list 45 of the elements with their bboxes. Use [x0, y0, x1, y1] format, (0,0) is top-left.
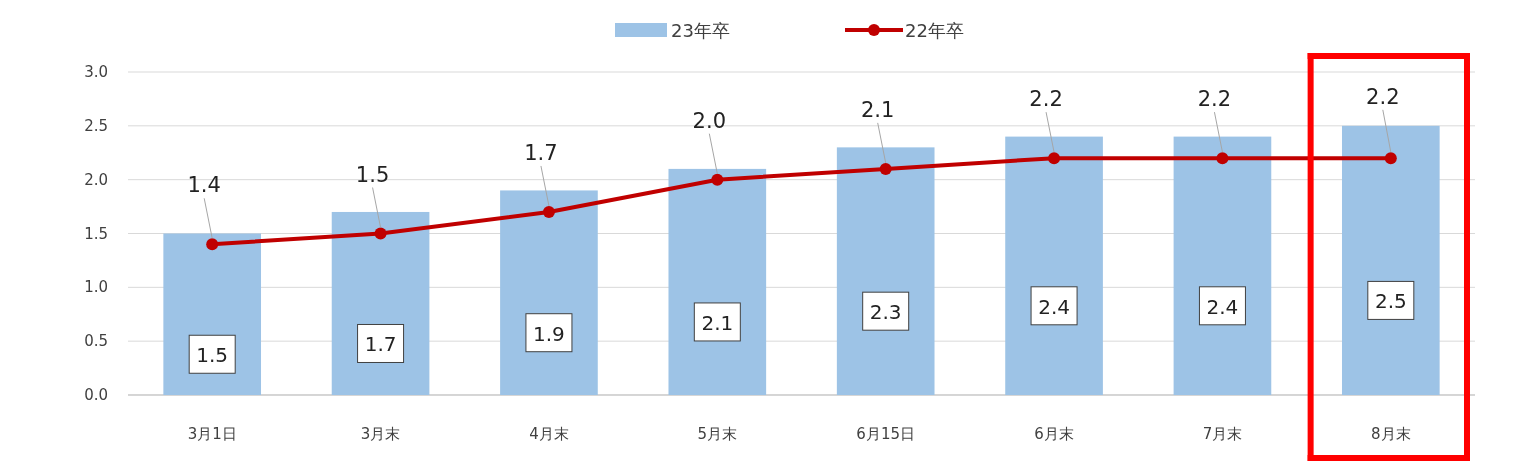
- data-label: 2.1: [860, 97, 895, 122]
- data-label: 2.0: [692, 108, 727, 133]
- point: [206, 238, 219, 251]
- legend-label: 22年卒: [905, 20, 964, 41]
- x-tick-label: 8月末: [1371, 425, 1411, 443]
- bar: [1341, 125, 1440, 395]
- data-label: 1.4: [187, 173, 221, 198]
- data-label: 1.9: [533, 321, 565, 346]
- x-tick-label: 4月末: [529, 425, 569, 443]
- legend-label: 23年卒: [671, 20, 730, 41]
- data-label: 2.2: [1029, 87, 1063, 112]
- point: [711, 173, 724, 186]
- y-tick-label: 0.0: [84, 386, 108, 404]
- data-label: 2.2: [1197, 87, 1232, 112]
- point: [542, 205, 555, 218]
- point: [879, 162, 892, 175]
- data-label: 2.1: [701, 310, 734, 335]
- x-tick-label: 3月末: [360, 425, 401, 443]
- data-label: 1.7: [364, 332, 397, 357]
- point: [1048, 152, 1061, 165]
- y-tick-label: 2.0: [84, 170, 108, 189]
- bar: [1005, 136, 1103, 395]
- point: [1384, 152, 1397, 165]
- point: [1216, 152, 1229, 165]
- bar: [1173, 136, 1272, 395]
- data-label: 2.4: [1038, 294, 1070, 319]
- data-label: 2.2: [1366, 84, 1400, 109]
- data-label: 1.7: [524, 140, 558, 165]
- x-tick-label: 5月末: [697, 425, 738, 443]
- data-label: 2.3: [869, 300, 902, 325]
- y-tick-label: 0.5: [84, 332, 108, 351]
- y-tick-label: 1.5: [84, 224, 108, 243]
- data-label: 2.5: [1374, 289, 1407, 314]
- x-tick-label: 7月末: [1202, 425, 1243, 443]
- y-tick-label: 2.5: [84, 116, 108, 135]
- data-label: 1.5: [355, 162, 390, 187]
- data-label: 2.4: [1206, 294, 1239, 319]
- x-tick-label: 3月1日: [187, 425, 237, 443]
- point: [374, 227, 387, 240]
- y-tick-label: 1.0: [84, 278, 108, 297]
- x-tick-label: 6月末: [1034, 425, 1074, 443]
- bar: [836, 147, 935, 395]
- data-label: 1.5: [196, 343, 229, 368]
- x-tick-label: 6月15日: [856, 425, 916, 443]
- y-tick-label: 3.0: [84, 63, 108, 81]
